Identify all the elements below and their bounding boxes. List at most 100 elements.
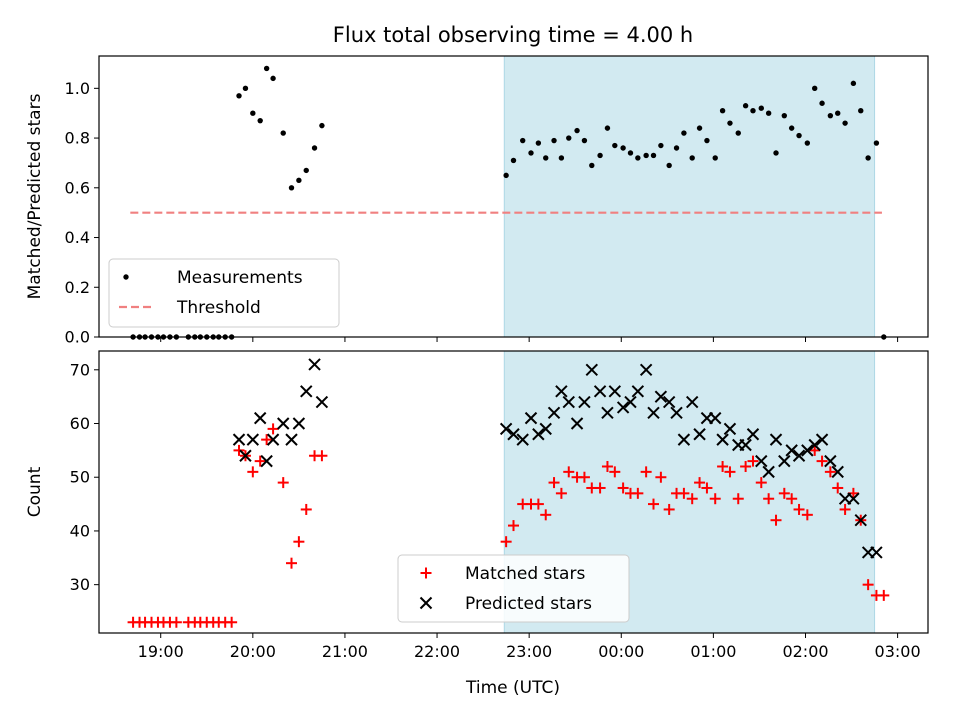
- data-point-d2: [532, 428, 545, 441]
- data-point: [709, 411, 722, 425]
- data-point: [804, 140, 811, 146]
- data-point: [601, 460, 613, 472]
- data-point: [732, 493, 744, 505]
- data-point: [315, 395, 329, 409]
- legend-box: [108, 258, 340, 328]
- data-point: [635, 155, 641, 161]
- data-point: [253, 411, 267, 425]
- chart-title: Flux total observing time = 4.00 h: [333, 23, 693, 47]
- data-point: [773, 150, 779, 156]
- data-point: [832, 482, 844, 494]
- data-point: [500, 536, 512, 548]
- data-point: [819, 100, 825, 106]
- data-point-d2: [260, 454, 273, 468]
- data-point: [801, 509, 813, 521]
- data-point: [277, 477, 289, 489]
- data-point: [870, 546, 883, 559]
- legend: Measurements Threshold: [108, 258, 340, 328]
- data-point: [266, 433, 280, 446]
- data-point: [296, 177, 302, 184]
- data-point: [543, 155, 549, 161]
- data-point-d2: [631, 385, 645, 398]
- legend-threshold-label: Threshold: [176, 298, 261, 318]
- data-point: [267, 423, 279, 435]
- data-point: [670, 406, 683, 419]
- data-point: [755, 454, 768, 468]
- data-point: [261, 434, 273, 446]
- data-point: [239, 449, 252, 462]
- legend-predicted-marker: [419, 596, 433, 610]
- data-point: [547, 406, 561, 419]
- y-tick-label: 30: [70, 575, 90, 594]
- y-tick-label: 70: [70, 360, 90, 379]
- data-point: [247, 466, 259, 478]
- data-point: [316, 450, 328, 462]
- x-tick-label: 01:00: [690, 642, 736, 661]
- data-point: [742, 103, 749, 109]
- data-point: [578, 395, 591, 409]
- data-point: [510, 157, 517, 164]
- data-point: [246, 433, 260, 446]
- data-point: [236, 93, 242, 99]
- data-point-d2: [593, 385, 607, 398]
- data-point: [270, 75, 276, 82]
- data-point-d2: [709, 411, 722, 425]
- x-tick-label: 21:00: [322, 642, 368, 661]
- x-axis-label: Time (UTC): [465, 678, 560, 698]
- data-point: [831, 465, 844, 479]
- y-tick-label: 0.0: [65, 328, 90, 347]
- data-point: [311, 145, 318, 151]
- data-point: [608, 385, 622, 398]
- data-point: [812, 85, 818, 92]
- data-point: [685, 395, 699, 409]
- data-point-d2: [723, 422, 737, 436]
- data-point-d2: [585, 363, 599, 377]
- data-point: [503, 172, 509, 179]
- data-point: [839, 503, 851, 515]
- data-point: [740, 460, 752, 472]
- data-point-d2: [601, 406, 614, 419]
- data-point-d2: [769, 433, 783, 446]
- legend-measurements-label: Measurements: [177, 268, 303, 288]
- y-axis-label: Count: [25, 466, 45, 517]
- data-point: [723, 422, 737, 436]
- data-point: [785, 444, 798, 457]
- data-point-d2: [300, 385, 313, 398]
- data-point-d2: [624, 395, 637, 409]
- data-point: [293, 536, 305, 548]
- data-point: [750, 108, 756, 114]
- data-point: [696, 125, 703, 131]
- data-point-d2: [539, 422, 552, 436]
- data-point: [524, 411, 538, 425]
- data-point-d2: [524, 411, 538, 425]
- series-predicted-stars: [232, 358, 883, 559]
- data-point-d2: [253, 411, 267, 425]
- data-point: [581, 137, 588, 144]
- data-point: [616, 401, 630, 414]
- data-point-d2: [716, 433, 729, 446]
- data-point: [727, 120, 733, 126]
- y-axis-label: Matched/Predicted stars: [25, 93, 45, 299]
- data-point-d2: [639, 363, 653, 377]
- data-point: [788, 125, 795, 131]
- data-point: [589, 162, 595, 169]
- data-point-d2: [647, 406, 660, 419]
- data-point: [528, 150, 534, 156]
- data-point-d2: [578, 395, 591, 409]
- data-point: [532, 428, 545, 441]
- data-point: [520, 137, 526, 144]
- data-point: [300, 385, 313, 398]
- data-point: [604, 125, 611, 131]
- data-point: [548, 477, 560, 489]
- legend-matched-marker: [420, 567, 432, 579]
- data-point: [824, 466, 836, 478]
- y-tick-label: 0.4: [65, 228, 90, 247]
- data-point: [854, 513, 867, 527]
- x-tick-label: 02:00: [782, 642, 828, 661]
- data-point-d2: [870, 546, 883, 559]
- data-point: [801, 444, 814, 457]
- data-point: [650, 152, 657, 159]
- legend-measurements-marker: [123, 274, 129, 280]
- data-point: [827, 112, 834, 119]
